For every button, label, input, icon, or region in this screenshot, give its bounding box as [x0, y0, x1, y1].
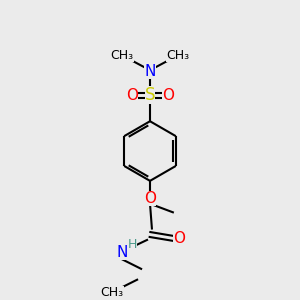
Text: H: H [128, 238, 137, 251]
Text: O: O [162, 88, 174, 103]
Text: O: O [173, 231, 185, 246]
Text: N: N [144, 64, 156, 79]
Text: O: O [144, 191, 156, 206]
Text: CH₃: CH₃ [166, 49, 189, 62]
Text: CH₃: CH₃ [111, 49, 134, 62]
Text: S: S [145, 86, 155, 104]
Text: O: O [126, 88, 138, 103]
Text: N: N [116, 245, 128, 260]
Text: CH₃: CH₃ [101, 286, 124, 299]
